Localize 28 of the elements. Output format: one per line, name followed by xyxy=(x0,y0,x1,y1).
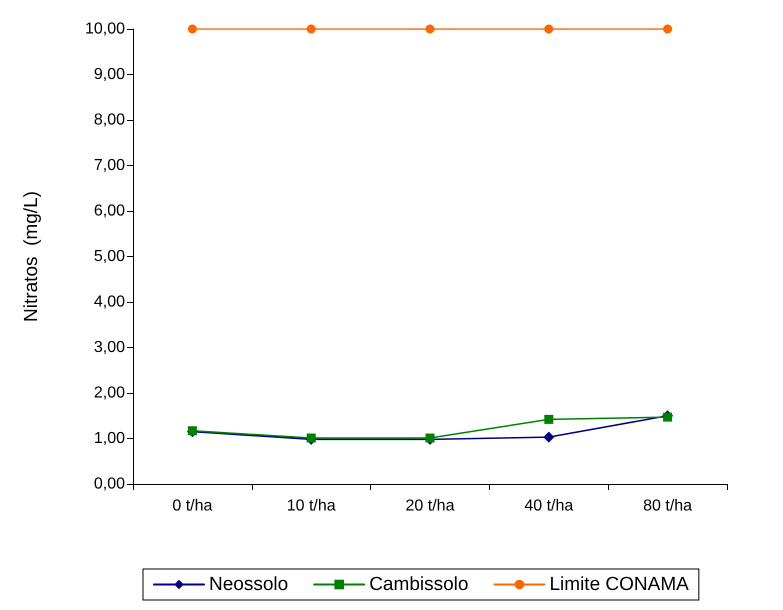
y-tick-label: 6,00 xyxy=(94,202,126,220)
legend-label: Neossolo xyxy=(209,574,288,595)
x-tick-label: 20 t/ha xyxy=(406,498,455,514)
point xyxy=(544,414,554,424)
point xyxy=(306,24,316,34)
y-tick-label: 3,00 xyxy=(94,339,126,356)
point xyxy=(426,24,434,34)
legend-label: Cambissolo xyxy=(369,574,468,595)
legend-label: Limite CONAMA xyxy=(549,574,690,595)
x-tick-label: 10 t/ha xyxy=(286,498,336,514)
x-tick-label: 0 t/ha xyxy=(172,498,213,514)
point xyxy=(663,412,672,422)
x-tick-label: 80 t/ha xyxy=(643,498,692,514)
y-tick-label: 9,00 xyxy=(94,66,126,83)
y-tick-label: 2,00 xyxy=(94,384,126,402)
y-tick-label: 7,00 xyxy=(94,157,126,174)
y-axis-title: Nitratos (mg/L) xyxy=(21,191,42,322)
y-tick-label: 8,00 xyxy=(94,112,126,128)
x-tick-label: 40 t/ha xyxy=(524,498,574,514)
point xyxy=(544,24,554,34)
point xyxy=(663,24,672,34)
y-tick-label: 10,00 xyxy=(84,20,126,38)
y-tick-label: 1,00 xyxy=(94,430,126,447)
point xyxy=(188,24,197,34)
y-tick-label: 5,00 xyxy=(94,248,126,265)
point xyxy=(543,432,554,443)
y-tick-label: 4,00 xyxy=(94,294,126,310)
y-tick-label: 0,00 xyxy=(94,476,126,492)
